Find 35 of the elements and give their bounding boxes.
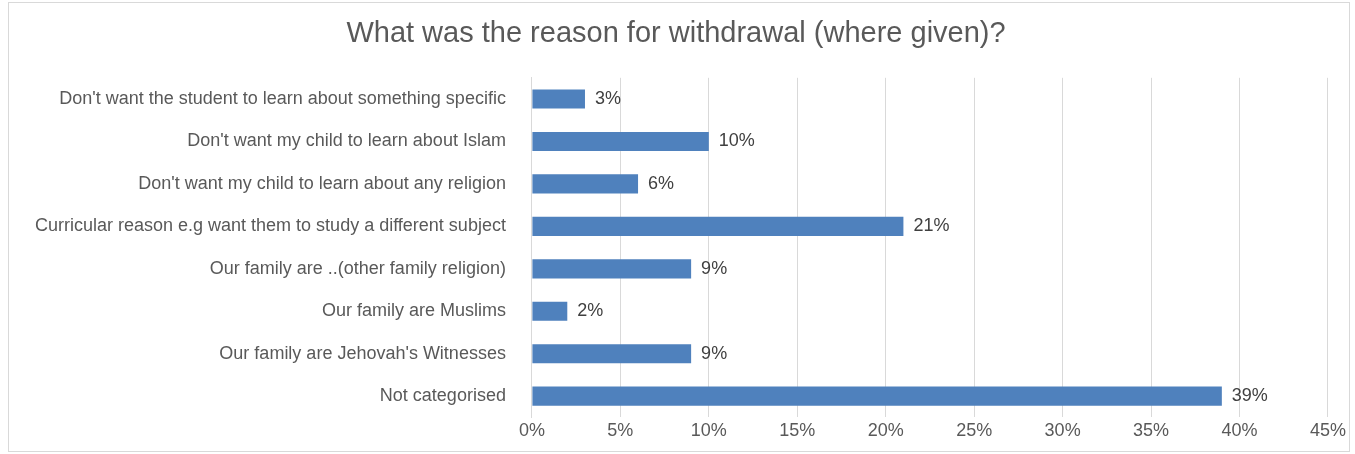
bar bbox=[532, 259, 692, 279]
chart-title: What was the reason for withdrawal (where given)? bbox=[346, 16, 1006, 49]
data-label: 39% bbox=[1231, 385, 1268, 406]
data-label: 9% bbox=[701, 342, 728, 363]
data-label: 3% bbox=[594, 87, 621, 108]
x-tick-label: 30% bbox=[1044, 420, 1081, 441]
y-tick-label: Curricular reason e.g want them to study a different subject bbox=[34, 215, 506, 236]
x-tick-label: 5% bbox=[607, 420, 634, 441]
bar bbox=[532, 344, 692, 364]
x-tick-label: 10% bbox=[690, 420, 727, 441]
bar bbox=[532, 131, 709, 152]
data-label: 6% bbox=[648, 172, 675, 193]
y-tick-label: Not categorised bbox=[379, 385, 506, 406]
x-tick-label: 40% bbox=[1221, 420, 1258, 441]
y-tick-label: Our family are Jehovah's Witnesses bbox=[219, 342, 506, 363]
x-tick-label: 20% bbox=[867, 420, 904, 441]
y-tick-label: Don't want the student to learn about something specific bbox=[59, 87, 506, 108]
x-tick-label: 45% bbox=[1309, 420, 1346, 441]
bar bbox=[532, 174, 639, 194]
y-tick-label: Don't want my child to learn about Islam bbox=[187, 130, 506, 151]
data-label: 9% bbox=[701, 257, 728, 278]
data-label: 2% bbox=[577, 300, 604, 321]
bar bbox=[532, 216, 904, 236]
y-tick-label: Our family are ..(other family religion) bbox=[209, 257, 506, 278]
y-tick-label: Our family are Muslims bbox=[321, 300, 506, 321]
x-tick-label: 0% bbox=[518, 420, 545, 441]
x-tick-label: 25% bbox=[956, 420, 993, 441]
x-tick-label: 35% bbox=[1133, 420, 1170, 441]
bar bbox=[532, 386, 1222, 406]
y-tick-label: Don't want my child to learn about any religion bbox=[138, 172, 506, 193]
bar bbox=[532, 89, 585, 109]
bar bbox=[532, 301, 568, 321]
data-label: 21% bbox=[913, 215, 950, 236]
x-tick-label: 15% bbox=[779, 420, 816, 441]
data-label: 10% bbox=[718, 130, 755, 151]
